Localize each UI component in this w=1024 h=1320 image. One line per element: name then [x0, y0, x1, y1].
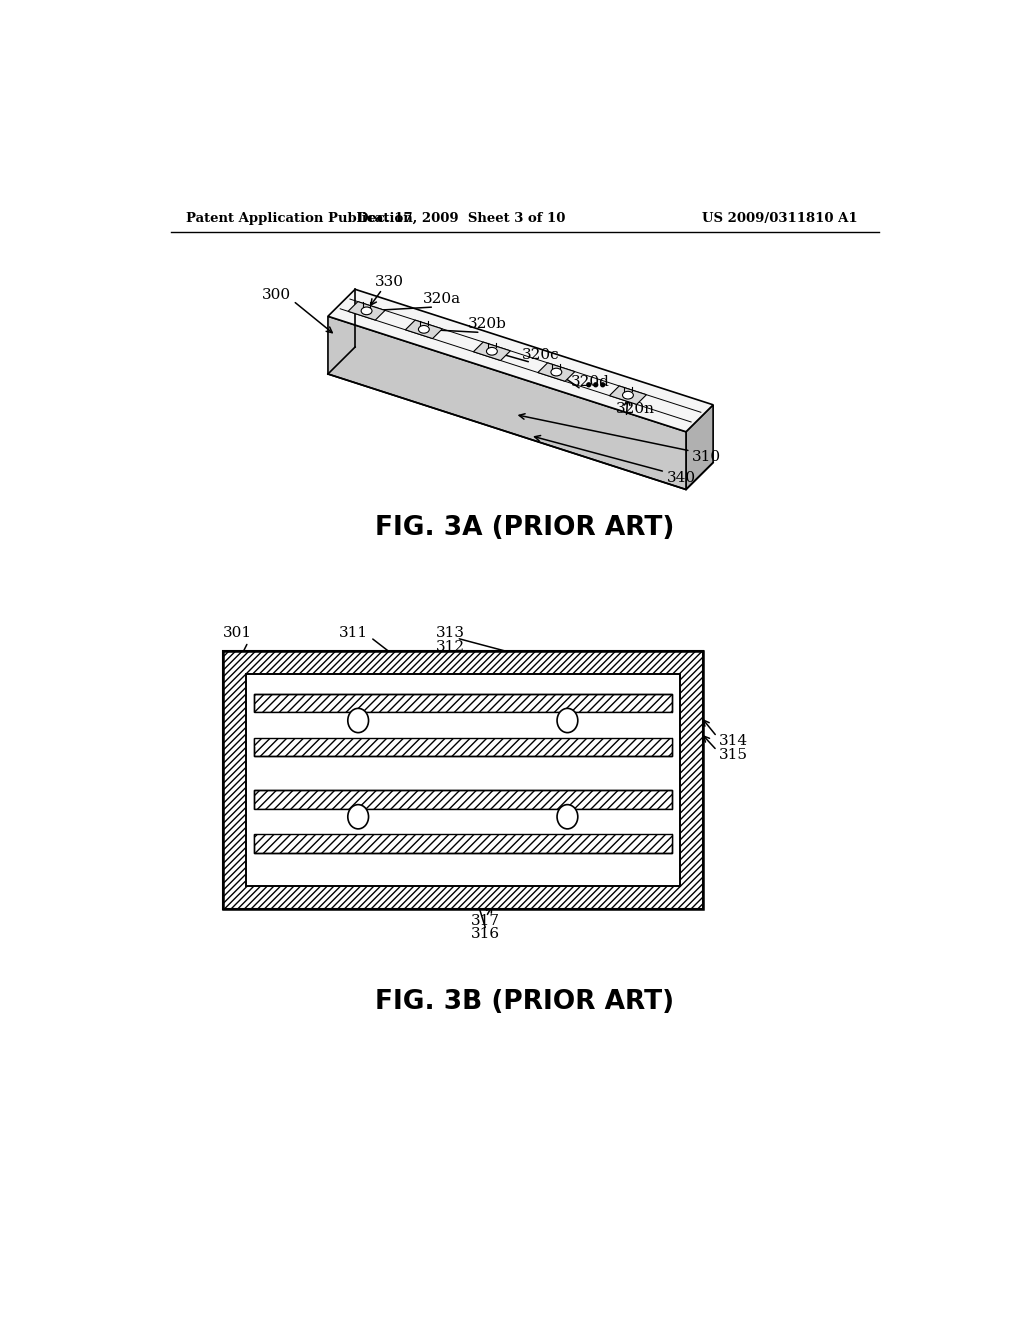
Bar [254, 738, 672, 756]
Text: 316: 316 [471, 927, 500, 941]
Bar [254, 809, 672, 843]
Ellipse shape [557, 805, 578, 829]
Text: FIG. 3B (PRIOR ART): FIG. 3B (PRIOR ART) [375, 989, 675, 1015]
Text: 320d: 320d [571, 375, 610, 388]
Text: 320c: 320c [521, 347, 559, 362]
Text: Patent Application Publication: Patent Application Publication [186, 213, 413, 224]
Bar [254, 738, 672, 756]
Text: 312: 312 [435, 640, 465, 655]
Polygon shape [328, 289, 713, 432]
Text: US 2009/0311810 A1: US 2009/0311810 A1 [701, 213, 857, 224]
Ellipse shape [419, 326, 429, 333]
Bar [254, 713, 672, 747]
Text: 320n: 320n [616, 401, 655, 416]
Polygon shape [406, 321, 442, 339]
Ellipse shape [623, 391, 634, 399]
Text: 311: 311 [339, 627, 369, 640]
Polygon shape [328, 317, 686, 490]
Text: 320b: 320b [467, 317, 506, 331]
Bar [246, 675, 680, 886]
Ellipse shape [348, 805, 369, 829]
Ellipse shape [486, 347, 498, 355]
Circle shape [587, 383, 591, 387]
Text: FIG. 3A (PRIOR ART): FIG. 3A (PRIOR ART) [375, 515, 675, 541]
Text: Dec. 17, 2009  Sheet 3 of 10: Dec. 17, 2009 Sheet 3 of 10 [357, 213, 565, 224]
Ellipse shape [557, 709, 578, 733]
Text: 310: 310 [692, 450, 721, 465]
Text: 301: 301 [222, 627, 252, 640]
Bar [254, 694, 672, 713]
Ellipse shape [361, 308, 372, 314]
Ellipse shape [551, 368, 562, 376]
Text: 330: 330 [375, 275, 403, 289]
Polygon shape [686, 405, 713, 490]
Polygon shape [473, 342, 510, 360]
Text: 340: 340 [667, 471, 695, 484]
Circle shape [601, 383, 604, 387]
Text: 300: 300 [261, 289, 291, 302]
Bar [254, 791, 672, 809]
Bar [254, 834, 672, 853]
Text: 314: 314 [719, 734, 748, 748]
Text: 315: 315 [719, 748, 748, 762]
Text: 313: 313 [435, 627, 465, 640]
Polygon shape [538, 363, 574, 381]
Bar [222, 651, 703, 909]
Bar [254, 834, 672, 853]
Polygon shape [348, 302, 385, 321]
Bar [254, 791, 672, 809]
Bar [222, 651, 703, 909]
Ellipse shape [348, 709, 369, 733]
Text: 320a: 320a [423, 292, 461, 305]
Bar [254, 694, 672, 713]
Text: 317: 317 [471, 913, 500, 928]
Polygon shape [609, 385, 646, 404]
Circle shape [594, 383, 598, 387]
